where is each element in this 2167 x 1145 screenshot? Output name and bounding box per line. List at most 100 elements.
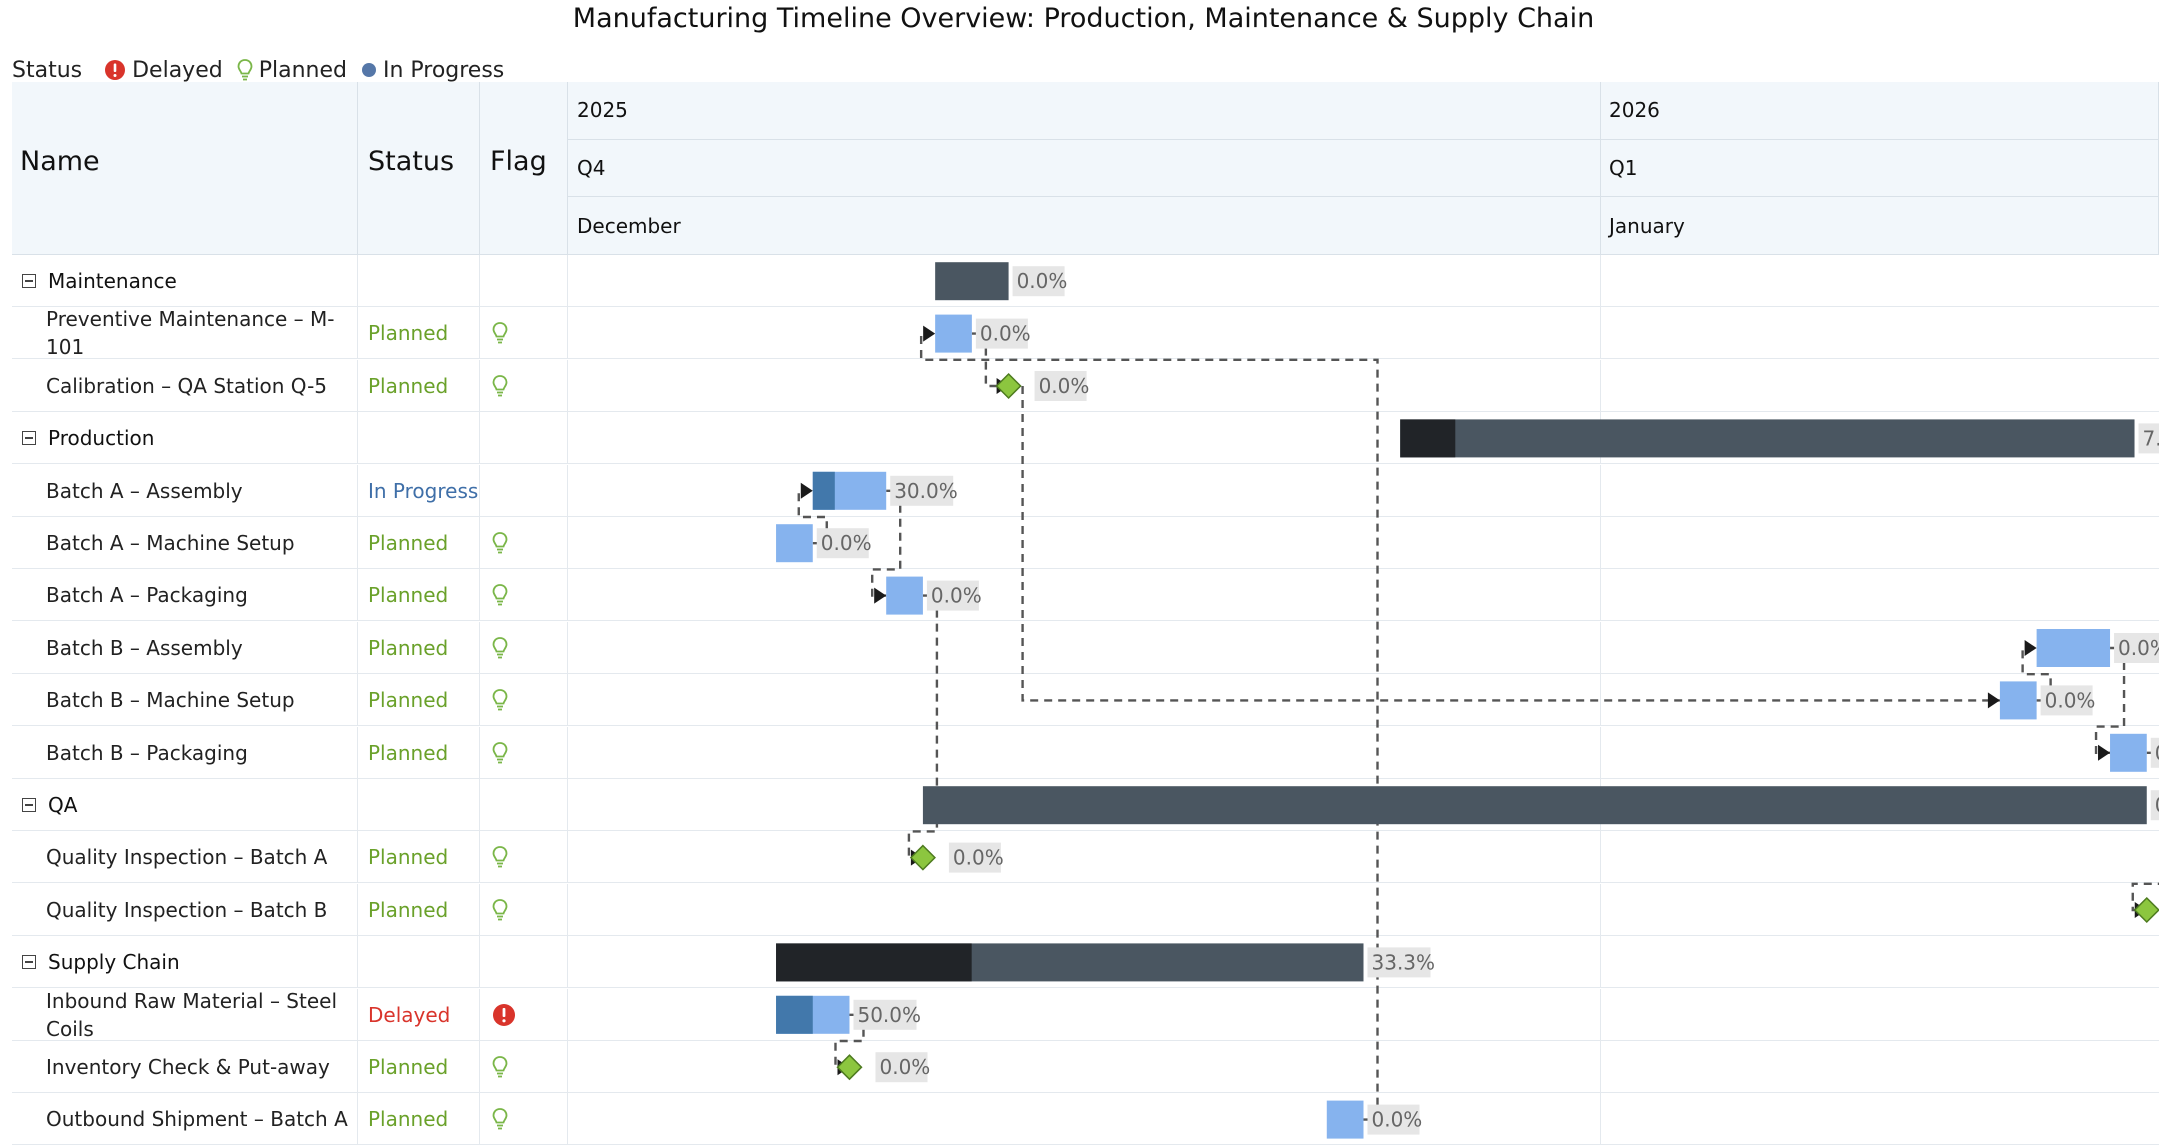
dependency-line <box>2131 751 2159 912</box>
timeline-cell <box>568 831 1601 884</box>
flag-cell <box>480 883 568 936</box>
lightbulb-icon <box>492 636 508 659</box>
status-text: Planned <box>368 531 449 555</box>
legend-title: Status <box>12 57 83 83</box>
progress-label-bg <box>2138 423 2159 454</box>
task-name: Preventive Maintenance – M-101 <box>46 307 335 360</box>
name-cell: Quality Inspection – Batch B <box>12 883 358 936</box>
header-status[interactable]: Status <box>358 82 480 255</box>
summary-progress <box>776 943 972 982</box>
collapse-icon[interactable] <box>22 431 36 446</box>
name-cell: Batch B – Machine Setup <box>12 674 358 727</box>
header-flag[interactable]: Flag <box>480 82 568 255</box>
group-row-supply-chain[interactable]: Supply Chain <box>12 936 2159 989</box>
status-cell: Planned <box>358 517 480 569</box>
dependency-arrow <box>2098 744 2111 761</box>
milestone-diamond <box>909 844 936 871</box>
table-row[interactable]: Batch A – Assembly In Progress <box>12 464 2159 517</box>
progress-label: 0.0% <box>2118 636 2159 660</box>
task-name: Calibration – QA Station Q-5 <box>46 373 328 398</box>
status-text: Planned <box>368 321 449 346</box>
task-name: Production <box>48 426 155 451</box>
lightbulb-icon <box>492 689 508 711</box>
legend-item-planned[interactable]: Planned <box>237 58 347 83</box>
exclamation-circle-icon <box>105 60 126 80</box>
progress-label-bg <box>1034 371 1087 401</box>
task-name: Batch A – Assembly <box>46 478 243 503</box>
status-text: Planned <box>368 740 449 765</box>
name-cell: Supply Chain <box>12 936 358 989</box>
name-cell: Preventive Maintenance – M-101 <box>12 307 358 360</box>
progress-label: 0.0% <box>2155 793 2159 817</box>
dependency-arrow <box>923 325 936 342</box>
table-row[interactable]: Calibration – QA Station Q-5 Planned <box>12 359 2159 412</box>
progress-label: 0.0% <box>931 584 982 608</box>
task-name: QA <box>48 793 78 817</box>
progress-label: 0.0% <box>821 531 872 555</box>
dependency-line <box>919 332 1379 1121</box>
summary-bar <box>935 262 1009 301</box>
group-row-qa[interactable]: QA <box>12 779 2159 831</box>
progress-label: 0.0% <box>980 322 1031 346</box>
legend-item-in-progress[interactable]: In Progress <box>361 58 504 83</box>
table-row[interactable]: Quality Inspection – Batch A Planned <box>12 831 2159 884</box>
progress-label-bg <box>1367 1104 1420 1135</box>
flag-cell <box>480 936 568 989</box>
group-row-maintenance[interactable]: Maintenance <box>12 255 2159 307</box>
gantt-grid: Name Status Flag 2025 2026 Q4 Q1 Decembe… <box>12 82 2159 1145</box>
flag-cell <box>480 674 568 727</box>
flag-cell <box>480 517 568 569</box>
lightbulb-icon <box>492 898 508 921</box>
table-row[interactable]: Batch B – Machine Setup Planned <box>12 674 2159 727</box>
progress-label-bg <box>875 1052 928 1083</box>
progress-label-bg <box>2040 685 2093 716</box>
legend-label-delayed: Delayed <box>132 57 223 83</box>
table-row[interactable]: Inventory Check & Put-away Planned <box>12 1041 2159 1093</box>
collapse-icon[interactable] <box>22 798 36 812</box>
status-cell <box>358 255 480 307</box>
progress-label-bg <box>975 318 1028 349</box>
flag-cell <box>480 412 568 465</box>
task-bar <box>886 576 923 615</box>
task-name: Inventory Check & Put-away <box>46 1055 330 1079</box>
status-cell: Planned <box>358 674 480 727</box>
legend-item-delayed[interactable]: Delayed <box>104 58 223 83</box>
collapse-icon[interactable] <box>22 274 36 288</box>
table-row[interactable]: Batch B – Packaging Planned <box>12 726 2159 779</box>
timeline-cell <box>568 359 1601 412</box>
lightbulb-icon <box>237 59 253 81</box>
collapse-icon[interactable] <box>22 955 36 970</box>
status-cell: In Progress <box>358 464 480 517</box>
status-cell <box>358 779 480 831</box>
name-cell: Production <box>12 412 358 465</box>
table-row[interactable]: Quality Inspection – Batch B Planned <box>12 883 2159 936</box>
dependency-arrow <box>2024 640 2037 656</box>
status-cell: Planned <box>358 307 480 360</box>
progress-label-bg <box>2114 633 2159 663</box>
status-text: Planned <box>368 897 449 922</box>
dependency-arrow <box>800 482 813 499</box>
name-cell: Calibration – QA Station Q-5 <box>12 359 358 412</box>
lightbulb-icon <box>492 741 508 763</box>
table-row[interactable]: Inbound Raw Material – Steel Coils Delaye… <box>12 988 2159 1041</box>
name-cell: Inventory Check & Put-away <box>12 1041 358 1093</box>
task-name: Quality Inspection – Batch A <box>46 845 328 870</box>
milestone-diamond <box>2133 896 2159 924</box>
table-row[interactable]: Batch A – Machine Setup Planned <box>12 517 2159 569</box>
table-row[interactable]: Batch A – Packaging Planned <box>12 569 2159 622</box>
progress-label-bg <box>1012 266 1065 297</box>
header-name[interactable]: Name <box>12 82 358 255</box>
status-text: Planned <box>368 845 449 870</box>
progress-label: 0.0% <box>879 1055 930 1079</box>
flag-cell <box>480 1041 568 1093</box>
lightbulb-icon <box>492 846 508 868</box>
task-name: Supply Chain <box>48 950 180 975</box>
task-name: Batch B – Assembly <box>46 635 243 660</box>
timescale-quarter-q1: Q1 <box>1601 140 2159 197</box>
progress-label: 50.0% <box>857 1003 921 1027</box>
status-cell: Planned <box>358 726 480 779</box>
progress-label-bg <box>948 842 1001 873</box>
timeline-cell <box>568 674 1601 727</box>
table-row[interactable]: Batch B – Assembly Planned <box>12 621 2159 674</box>
progress-label: 7.5% <box>2143 426 2159 450</box>
